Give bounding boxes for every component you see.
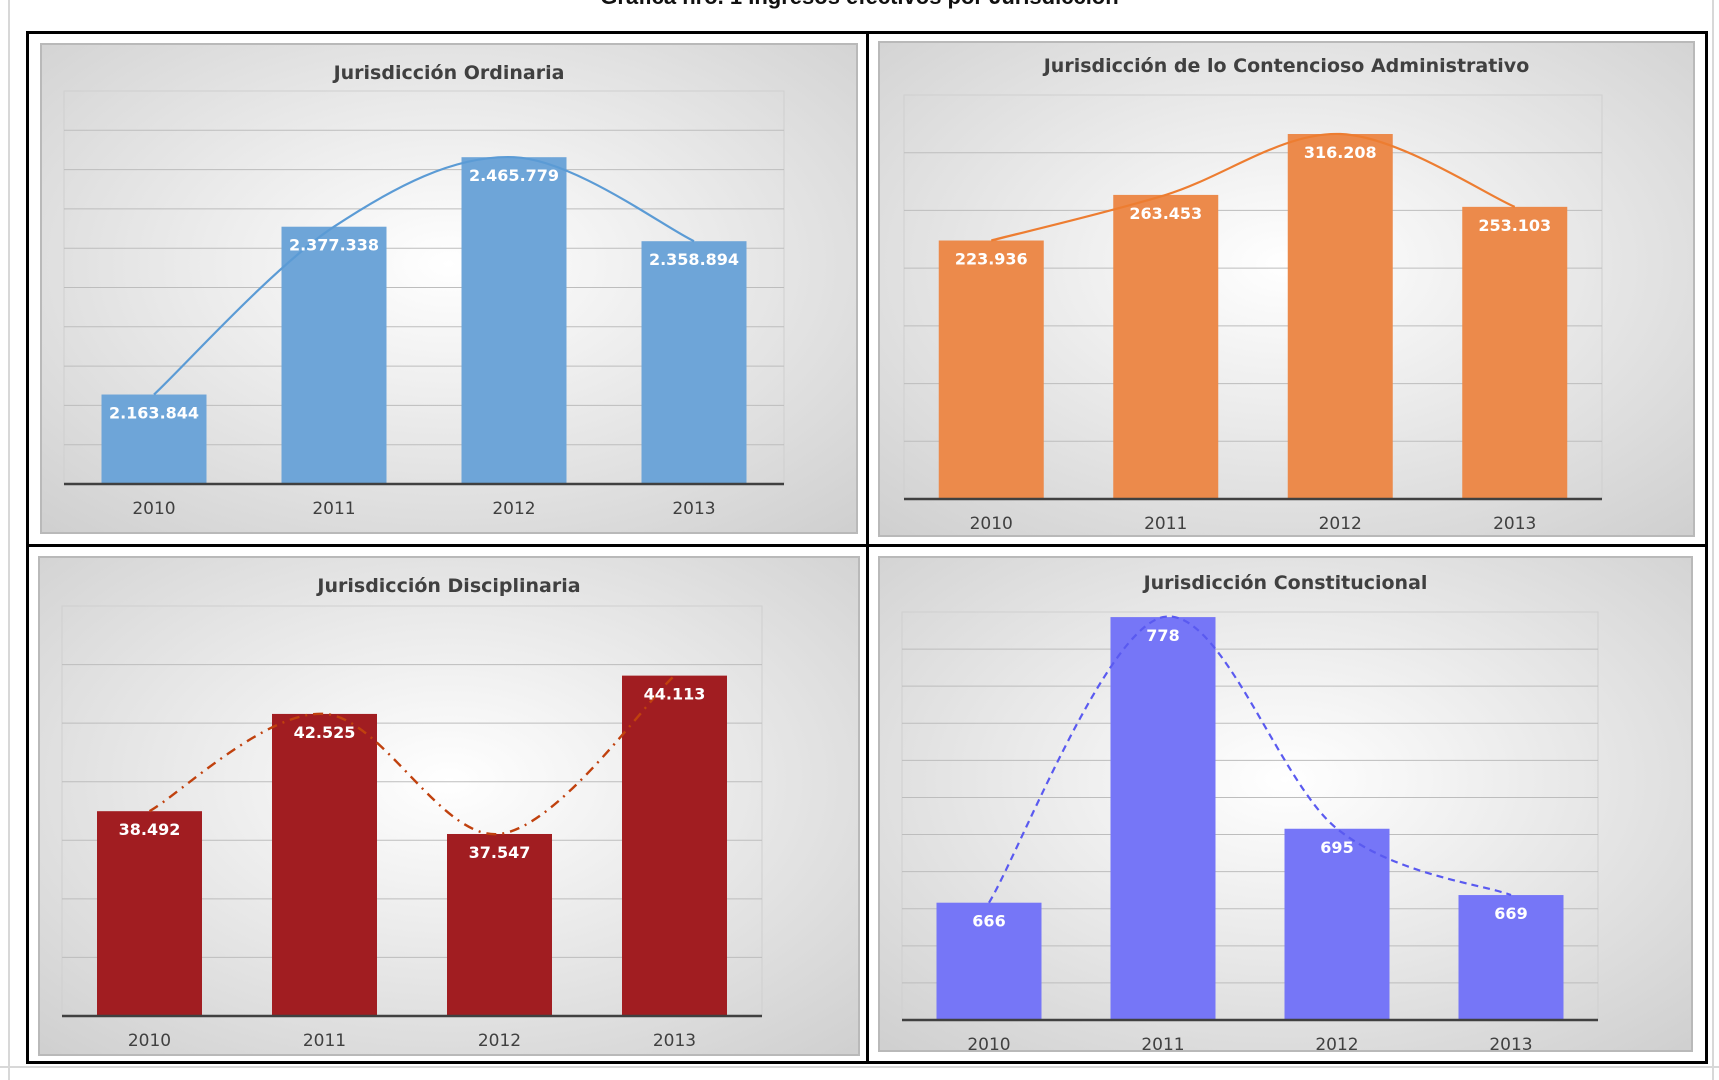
page-grid-bottom <box>0 1066 1719 1068</box>
ordinaria-title: Jurisdicción Ordinaria <box>332 62 565 84</box>
ordinaria-data-label-2011: 2.377.338 <box>289 236 379 255</box>
contencioso-trendline <box>990 132 1516 242</box>
constitucional-x-tick-2010: 2010 <box>967 1035 1010 1050</box>
document-caption: Gráfica nro. 1 Ingresos efectivos por Ju… <box>0 0 1719 10</box>
page-grid-right <box>1712 0 1714 1080</box>
ordinaria-bar-2013 <box>641 241 747 484</box>
constitucional-x-tick-2013: 2013 <box>1489 1035 1532 1050</box>
page-grid-left <box>8 0 10 1080</box>
ordinaria-x-tick-2011: 2011 <box>312 499 355 519</box>
disciplinaria-title: Jurisdicción Disciplinaria <box>315 575 580 597</box>
chart-contencioso-svg: Jurisdicción de lo Contencioso Administr… <box>880 43 1693 535</box>
contencioso-bar-2010 <box>938 240 1044 500</box>
disciplinaria-bar-2012 <box>447 833 552 1016</box>
ordinaria-trendline <box>153 156 695 396</box>
ordinaria-x-tick-2013: 2013 <box>672 499 715 519</box>
chart-ordinaria-svg: Jurisdicción Ordinaria 2010 2011 2012 2013 2.… <box>42 45 856 532</box>
table-vertical-divider <box>866 31 869 1064</box>
table-horizontal-divider <box>26 544 1708 547</box>
disciplinaria-x-tick-2012: 2012 <box>478 1031 521 1051</box>
ordinaria-x-tick-2010: 2010 <box>132 499 175 519</box>
ordinaria-bar-2010 <box>101 394 207 484</box>
ordinaria-x-tick-2012: 2012 <box>492 499 535 519</box>
chart-disciplinaria: Jurisdicción Disciplinaria 2010 2011 2012 20… <box>38 556 860 1056</box>
chart-contencioso: Jurisdicción de lo Contencioso Administr… <box>878 41 1695 537</box>
constitucional-data-label-2013: 669 <box>1494 904 1527 923</box>
disciplinaria-x-tick-2013: 2013 <box>653 1031 696 1051</box>
constitucional-bar-2011 <box>1110 617 1216 1020</box>
ordinaria-data-label-2010: 2.163.844 <box>109 404 199 423</box>
contencioso-bar-2012 <box>1287 134 1393 499</box>
contencioso-bar-2013 <box>1462 206 1568 500</box>
constitucional-bar-2013 <box>1458 895 1564 1020</box>
constitucional-data-label-2012: 695 <box>1320 838 1353 857</box>
constitucional-trendline <box>988 615 1512 904</box>
contencioso-bar-2011 <box>1113 194 1219 499</box>
disciplinaria-trendline <box>148 674 676 836</box>
disciplinaria-bar-2011 <box>272 713 377 1016</box>
contencioso-data-label-2011: 263.453 <box>1129 204 1202 223</box>
constitucional-title: Jurisdicción Constitucional <box>1142 572 1428 594</box>
disciplinaria-data-label-2010: 38.492 <box>119 820 181 839</box>
constitucional-data-label-2011: 778 <box>1146 626 1179 645</box>
constitucional-x-tick-2012: 2012 <box>1315 1035 1358 1050</box>
chart-constitucional: Jurisdicción Constitucional 2010 2011 2012 2… <box>878 556 1693 1052</box>
chart-disciplinaria-svg: Jurisdicción Disciplinaria 2010 2011 2012 20… <box>40 558 858 1054</box>
ordinaria-bar-2011 <box>281 226 387 484</box>
contencioso-x-tick-2010: 2010 <box>970 514 1013 534</box>
chart-constitucional-svg: Jurisdicción Constitucional 2010 2011 2012 2… <box>880 558 1691 1050</box>
disciplinaria-data-label-2012: 37.547 <box>469 843 531 862</box>
contencioso-x-tick-2011: 2011 <box>1144 514 1187 534</box>
ordinaria-bar-2012 <box>461 157 567 485</box>
contencioso-x-tick-2012: 2012 <box>1319 514 1362 534</box>
constitucional-bar-2012 <box>1284 828 1390 1020</box>
disciplinaria-data-label-2013: 44.113 <box>644 685 706 704</box>
ordinaria-data-label-2013: 2.358.894 <box>649 250 739 269</box>
disciplinaria-x-tick-2010: 2010 <box>128 1031 171 1051</box>
ordinaria-data-label-2012: 2.465.779 <box>469 166 559 185</box>
disciplinaria-bar-2013 <box>622 675 727 1016</box>
chart-ordinaria: Jurisdicción Ordinaria 2010 2011 2012 2013 2.… <box>40 43 858 534</box>
contencioso-data-label-2010: 223.936 <box>955 250 1028 269</box>
contencioso-data-label-2012: 316.208 <box>1304 143 1377 162</box>
constitucional-bar-2010 <box>936 902 1042 1020</box>
contencioso-x-tick-2013: 2013 <box>1493 514 1536 534</box>
disciplinaria-data-label-2011: 42.525 <box>294 723 356 742</box>
constitucional-x-tick-2011: 2011 <box>1141 1035 1184 1050</box>
disciplinaria-x-tick-2011: 2011 <box>303 1031 346 1051</box>
contencioso-data-label-2013: 253.103 <box>1478 216 1551 235</box>
disciplinaria-bar-2010 <box>97 811 202 1016</box>
contencioso-title: Jurisdicción de lo Contencioso Administr… <box>1042 55 1530 77</box>
constitucional-data-label-2010: 666 <box>972 912 1005 931</box>
